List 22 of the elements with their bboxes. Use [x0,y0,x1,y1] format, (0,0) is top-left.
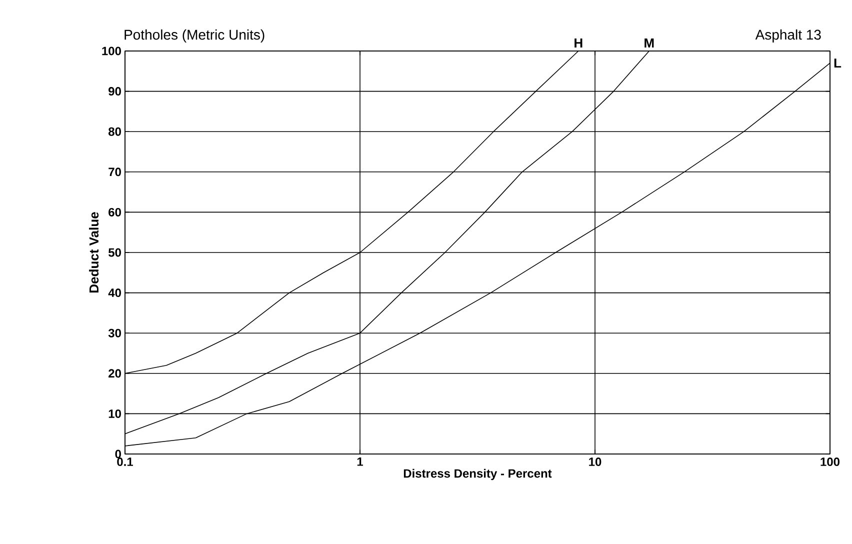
x-tick-label: 10 [589,458,602,466]
y-tick-label: 80 [108,127,121,136]
y-tick-label: 60 [108,208,121,216]
y-tick-label: 100 [102,46,121,56]
y-tick-label: 50 [108,248,121,257]
series-label: M [644,38,654,48]
y-tick-label: 90 [108,87,121,96]
x-tick-label: 100 [820,458,840,466]
y-tick-label: 0 [115,450,121,458]
y-tick-label: 70 [108,168,121,176]
y-tick-label: 40 [108,288,121,298]
x-axis-title: Distress Density - Percent [404,468,552,480]
x-tick-label: 0.1 [117,458,133,466]
x-tick-label: 1 [357,458,363,466]
y-tick-label: 10 [108,409,121,418]
y-tick-label: 30 [108,328,121,338]
legend-label: L [834,58,842,68]
chart-title: Potholes (Metric Units) [124,29,264,42]
y-tick-label: 20 [108,369,121,378]
text: Asphalt 13 [755,29,821,42]
y-axis-title: Deduct Value [89,212,99,292]
series-label: H [574,38,582,48]
